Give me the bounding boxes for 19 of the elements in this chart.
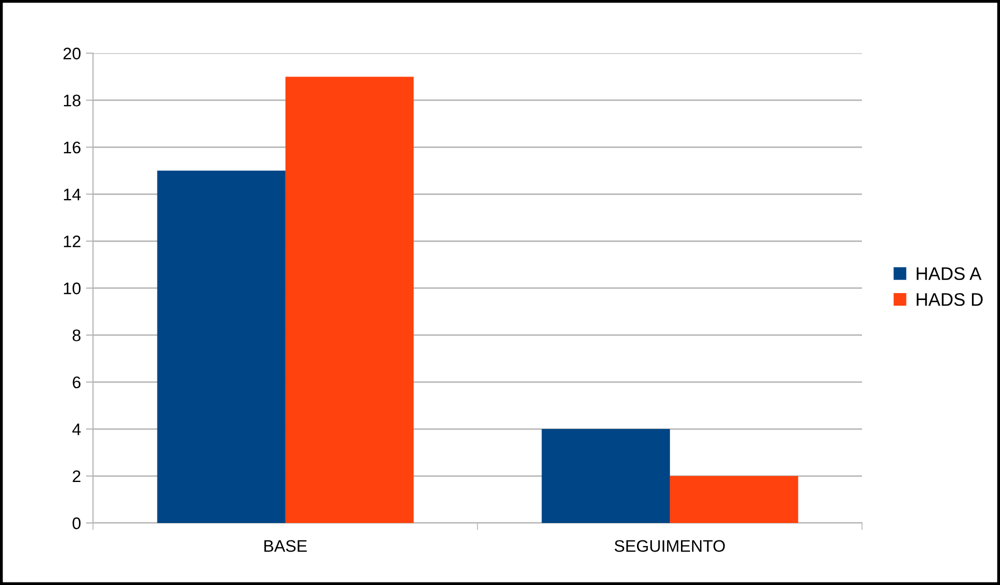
y-tick-label: 10 <box>64 282 81 294</box>
x-tick-label: SEGUIMENTO <box>614 540 725 552</box>
bar <box>542 429 670 523</box>
y-tick-label: 18 <box>64 94 80 106</box>
bar <box>285 76 414 523</box>
y-tick-label: 16 <box>64 142 80 154</box>
y-tick-label: 14 <box>64 188 81 200</box>
y-tick-label: 4 <box>72 424 81 436</box>
legend-label: HADS D <box>916 293 983 306</box>
y-tick-label: 0 <box>72 517 81 530</box>
y-tick-label: 8 <box>72 329 80 342</box>
bar <box>157 170 286 523</box>
y-tick-label: 2 <box>72 470 80 482</box>
y-tick-label: 6 <box>72 376 80 388</box>
y-tick-label: 12 <box>64 236 80 248</box>
x-tick-label: BASE <box>264 540 307 552</box>
bar <box>670 476 798 523</box>
legend-label: HADS A <box>916 267 982 280</box>
y-tick-label: 20 <box>63 48 81 60</box>
